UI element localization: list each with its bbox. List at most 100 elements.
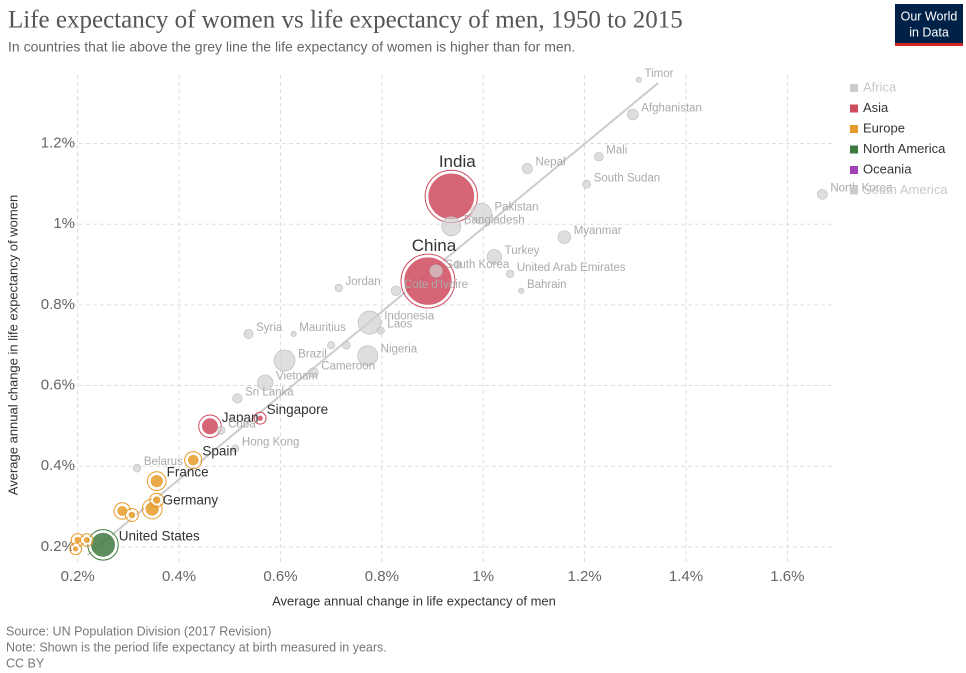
point-label: Singapore [267,402,329,417]
x-tick-label: 1.2% [568,568,602,585]
point [127,510,137,520]
point [441,216,462,237]
point-label: Hong Kong [242,436,300,448]
point-label: Mauritius [299,322,346,334]
note: Note: Shown is the period life expectanc… [6,640,387,654]
logo-text: in Data [909,25,949,39]
logo-bar [895,43,963,46]
point [357,345,378,367]
point [186,453,201,467]
legend-swatch [850,166,858,174]
point [342,341,351,350]
point [71,544,80,553]
point-label: Indonesia [384,311,434,323]
point [257,374,274,391]
x-axis-label: Average annual change in life expectancy… [272,593,556,608]
point-label: Timor [645,68,674,80]
point-label: Mali [606,144,627,156]
x-tick-label: 0.4% [162,568,196,585]
point [132,464,142,473]
point-label: Myanmar [574,225,622,237]
legend-swatch [850,84,858,92]
y-tick-label: 0.8% [41,296,75,313]
y-tick-label: 1% [53,215,75,232]
point [426,172,476,221]
point [232,393,243,404]
point-label: Afghanistan [641,103,702,115]
point [89,531,117,559]
legend-swatch [850,186,858,195]
point [518,287,525,294]
x-tick-label: 1.6% [770,568,804,585]
point [505,269,515,278]
point-label: Sri Lanka [245,386,294,398]
point-ring [146,471,167,491]
labels: China India United States Indonesia Brazil Pa… [119,68,893,544]
legend-label: Africa [863,79,897,94]
x-tick-label: 0.2% [61,568,95,585]
point-label: Cuba [228,418,256,430]
legend-label: Europe [863,120,905,135]
point [256,414,265,423]
point [486,249,502,265]
point-label: Cote d'Ivoire [404,279,468,291]
legend-swatch [850,104,858,113]
point-ring [400,253,456,309]
point-label: Nepal [535,157,565,169]
point [376,326,385,335]
point [82,535,92,545]
point [334,283,343,293]
point [151,494,162,506]
point-label: Bahrain [527,279,567,291]
point-ring [149,492,165,508]
chart-title: Life expectancy of women vs life expecta… [8,7,683,34]
point [200,416,220,436]
point-label: Bangladesh [464,214,525,226]
point-label: Turkey [505,245,540,257]
point-label: Japan [222,410,259,425]
logo [895,4,963,46]
point [243,328,254,339]
point-label: Nigeria [381,344,418,356]
point-ring [124,508,139,522]
point-label: France [167,465,209,480]
point [390,285,402,296]
legend-label: North America [863,141,946,156]
point [557,230,571,244]
point [216,426,226,435]
point [231,444,240,453]
point-label: Belarus [144,456,183,468]
license: CC BY [6,656,45,670]
point-label: Germany [163,493,219,508]
points [69,76,828,561]
point-label: South Korea [445,259,510,271]
point [357,310,382,335]
point-ring [87,529,119,561]
point-label: Pakistan [494,201,538,213]
x-tick-label: 1% [472,568,494,585]
point-label: Syria [256,322,283,334]
x-tick-label: 1.4% [669,568,703,585]
y-tick-label: 0.4% [41,457,75,474]
point-label: Cameroon [321,361,375,373]
point-label: South Sudan [594,172,661,184]
point-label: Vietnam [276,371,318,383]
point-label: Brazil [298,349,327,361]
point [817,189,828,200]
logo-text: Our World [901,9,958,23]
legend-label: Oceania [863,161,912,176]
legend-swatch [850,125,858,133]
point-ring [253,411,267,425]
legend-label: Asia [863,100,889,115]
point-label: Spain [202,444,237,459]
point [594,151,604,162]
point-label: United States [119,528,200,543]
point [327,341,336,350]
point [582,179,592,189]
point [635,76,642,83]
point [149,473,165,489]
point-ring [184,451,203,470]
point [273,349,296,372]
point-label: Laos [387,319,412,331]
